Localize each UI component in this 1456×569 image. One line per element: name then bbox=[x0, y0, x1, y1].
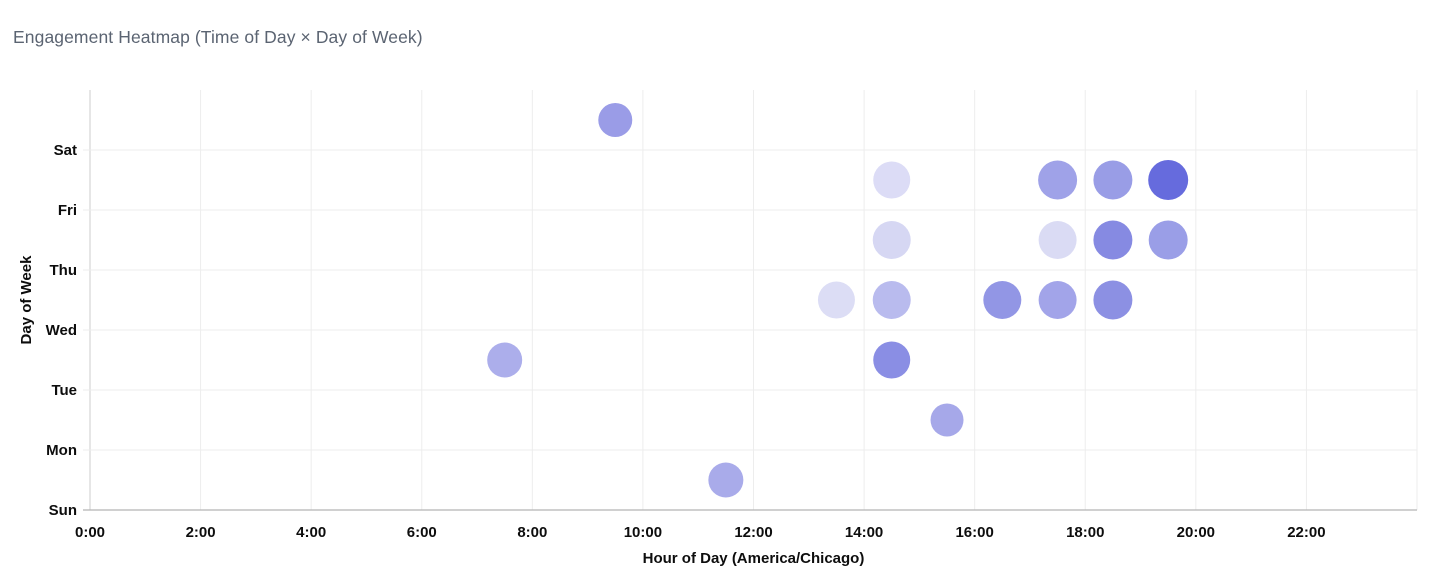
x-tick-label: 14:00 bbox=[845, 524, 883, 541]
y-tick-label: Wed bbox=[46, 322, 77, 339]
data-point-thu-19-5[interactable] bbox=[1148, 220, 1188, 260]
x-axis-title: Hour of Day (America/Chicago) bbox=[643, 550, 865, 567]
x-tick-label: 22:00 bbox=[1287, 524, 1325, 541]
x-tick-label: 2:00 bbox=[186, 524, 216, 541]
x-tick-label: 0:00 bbox=[75, 524, 105, 541]
data-point-tue-14-5[interactable] bbox=[873, 341, 911, 379]
x-tick-label: 18:00 bbox=[1066, 524, 1104, 541]
x-tick-label: 20:00 bbox=[1177, 524, 1215, 541]
data-point-wed-14-5[interactable] bbox=[872, 281, 911, 319]
data-point-sun-11-5[interactable] bbox=[708, 462, 744, 498]
data-point-wed-13-5[interactable] bbox=[817, 281, 855, 319]
y-tick-label: Sat bbox=[54, 142, 77, 159]
y-tick-label: Sun bbox=[49, 502, 77, 519]
data-point-tue-7-5[interactable] bbox=[487, 342, 523, 378]
x-tick-label: 4:00 bbox=[296, 524, 326, 541]
x-tick-label: 6:00 bbox=[407, 524, 437, 541]
x-tick-label: 10:00 bbox=[624, 524, 662, 541]
x-tick-label: 8:00 bbox=[517, 524, 547, 541]
y-tick-label: Mon bbox=[46, 442, 77, 459]
data-point-fri-18-5[interactable] bbox=[1093, 160, 1133, 200]
data-point-mon-15-5[interactable] bbox=[930, 403, 964, 437]
data-point-thu-17-5[interactable] bbox=[1038, 221, 1077, 259]
data-point-fri-14-5[interactable] bbox=[873, 161, 911, 199]
x-tick-label: 16:00 bbox=[955, 524, 993, 541]
data-point-wed-16-5[interactable] bbox=[983, 281, 1022, 319]
data-point-fri-17-5[interactable] bbox=[1038, 160, 1078, 200]
data-point-fri-19-5[interactable] bbox=[1148, 160, 1189, 200]
data-point-wed-17-5[interactable] bbox=[1038, 281, 1077, 319]
y-tick-label: Fri bbox=[58, 202, 77, 219]
chart-title: Engagement Heatmap (Time of Day × Day of… bbox=[13, 27, 423, 47]
data-point-wed-18-5[interactable] bbox=[1093, 280, 1133, 320]
data-point-sat-9-5[interactable] bbox=[598, 103, 633, 137]
y-axis-title: Day of Week bbox=[18, 255, 35, 345]
y-tick-label: Thu bbox=[50, 262, 78, 279]
x-tick-label: 12:00 bbox=[734, 524, 772, 541]
y-tick-label: Tue bbox=[51, 382, 77, 399]
data-point-thu-18-5[interactable] bbox=[1093, 220, 1133, 260]
data-point-thu-14-5[interactable] bbox=[872, 221, 911, 259]
